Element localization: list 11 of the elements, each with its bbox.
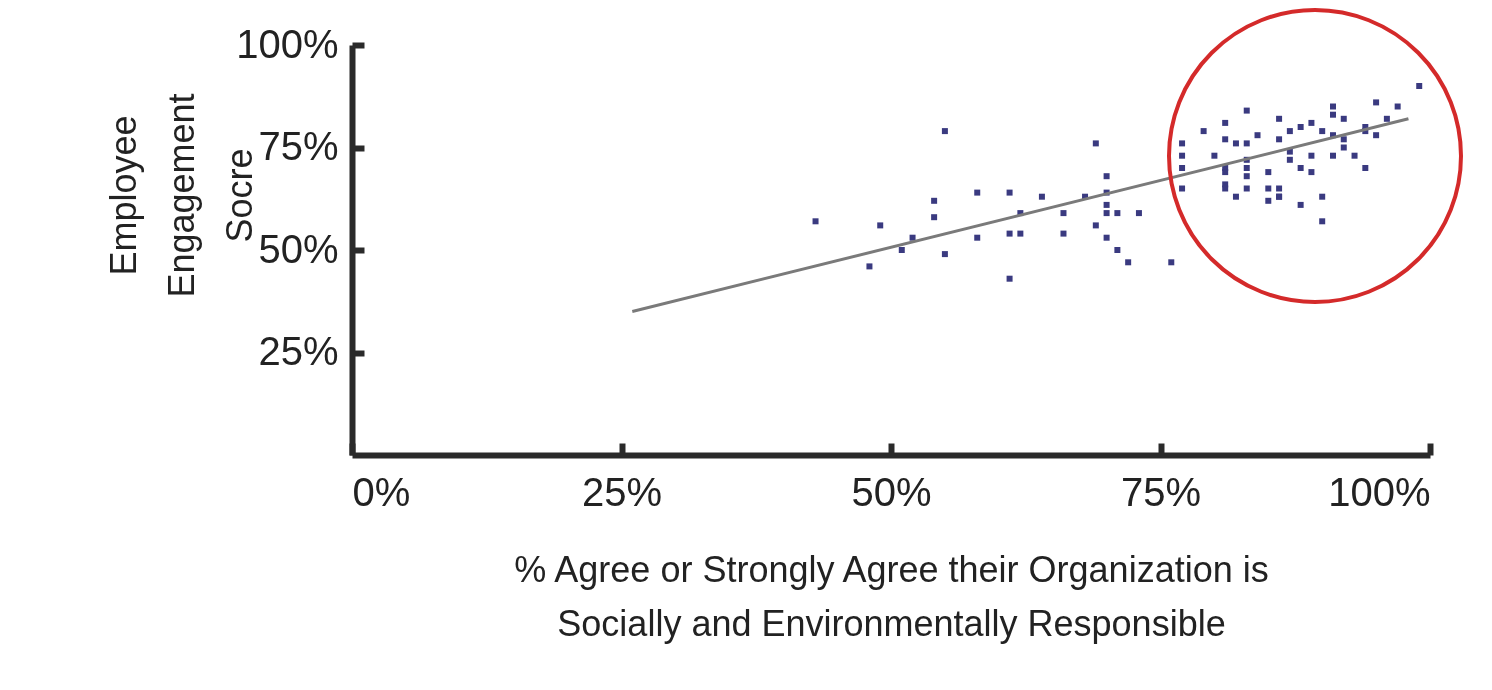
y-axis-title: Employee Engagement Socre bbox=[102, 93, 260, 298]
x-tick-label: 0% bbox=[352, 469, 411, 514]
x-tick-label: 25% bbox=[581, 469, 663, 514]
y-tick-label: 25% bbox=[258, 329, 339, 373]
y-tick-label: 50% bbox=[258, 226, 339, 271]
y-tick-label: 100% bbox=[236, 21, 339, 66]
x-tick-label: 100% bbox=[1328, 469, 1431, 514]
x-tick-label: 50% bbox=[851, 469, 932, 514]
x-axis-title: % Agree or Strongly Agree their Organization is Socially and Environmentally Responsible bbox=[514, 548, 1269, 644]
x-tick-label: 75% bbox=[1120, 469, 1202, 514]
y-tick-label: 75% bbox=[258, 124, 339, 168]
